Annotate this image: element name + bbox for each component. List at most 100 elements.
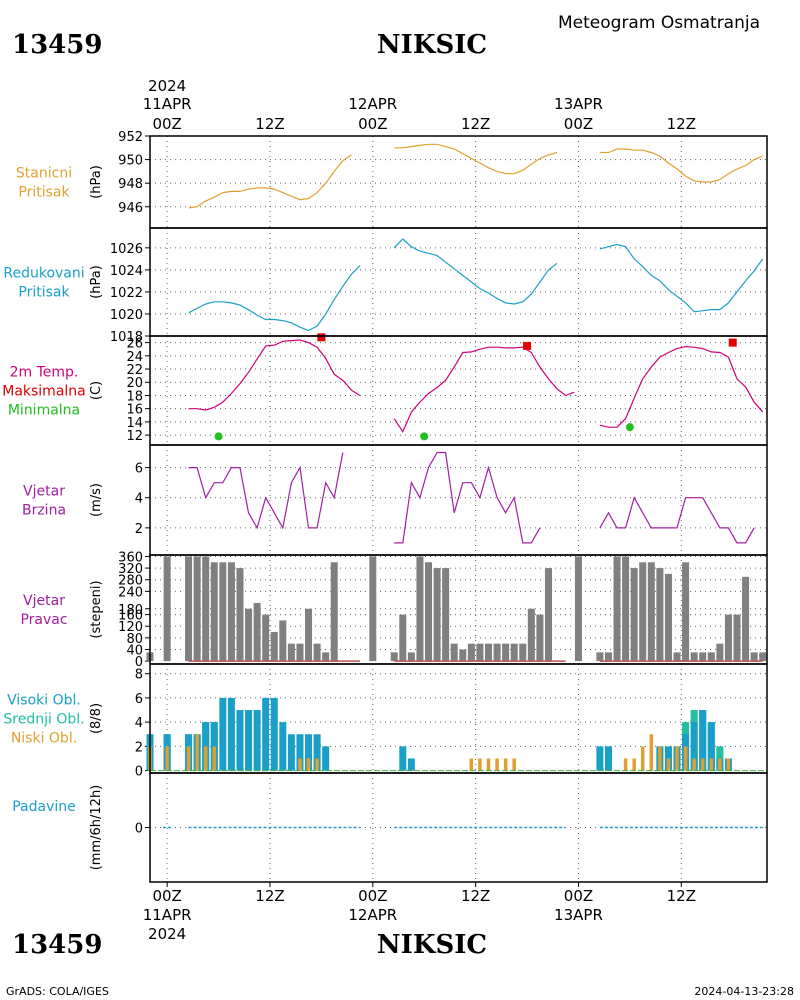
wind-direction-bar xyxy=(305,608,313,662)
panel-label: Padavine xyxy=(12,799,76,815)
wind-direction-bar xyxy=(724,614,732,662)
wind-direction-bar xyxy=(733,614,741,662)
wind-direction-bar xyxy=(639,562,647,662)
y-tick-label: 1024 xyxy=(110,264,143,279)
high-cloud-bar xyxy=(699,710,707,771)
y-tick-label: 320 xyxy=(118,562,143,577)
wind-direction-bar xyxy=(682,562,690,662)
wind-direction-bar xyxy=(219,562,227,662)
temperature-line xyxy=(393,346,575,434)
top-day-label: 12APR xyxy=(348,95,397,113)
wind-direction-bar xyxy=(690,652,698,662)
unit-label: (hPa) xyxy=(89,165,104,199)
y-tick-label: 0 xyxy=(135,655,143,670)
high-cloud-bar xyxy=(305,734,313,771)
wind-direction-bar xyxy=(202,556,210,662)
wind-direction-bar xyxy=(369,556,377,662)
min-temp-marker xyxy=(625,423,634,432)
wind-direction-bar xyxy=(673,652,681,662)
wind-direction-bar xyxy=(287,643,295,662)
wind-direction-bar xyxy=(236,568,244,662)
low-cloud-bar xyxy=(306,758,311,771)
bottom-hour-label: 00Z xyxy=(358,887,387,905)
top-year-label: 2024 xyxy=(148,77,186,95)
y-tick-label: 22 xyxy=(126,363,143,378)
y-tick-label: 360 xyxy=(118,550,143,565)
wind-direction-bar xyxy=(330,562,338,662)
min-temp-marker xyxy=(214,432,223,441)
wind-direction-bar xyxy=(750,652,758,662)
temperature-line xyxy=(599,345,764,428)
top-hour-label: 12Z xyxy=(461,115,490,133)
station-pressure-line xyxy=(599,148,763,183)
panel-frame xyxy=(149,335,768,446)
bottom-hour-label: 12Z xyxy=(667,887,696,905)
wind-direction-bar xyxy=(759,652,767,662)
y-tick-label: 12 xyxy=(126,429,143,444)
high-cloud-bar xyxy=(219,697,227,771)
panel-label: Pritisak xyxy=(18,185,70,201)
wind-direction-bar xyxy=(664,573,672,662)
panel-label: Visoki Obl. xyxy=(7,693,81,709)
panel-frame xyxy=(149,227,768,337)
panel-frame xyxy=(149,772,768,883)
y-tick-label: 4 xyxy=(135,716,143,731)
y-tick-label: 950 xyxy=(118,154,143,169)
wind-direction-bar xyxy=(270,632,278,662)
wind-direction-bar xyxy=(613,556,621,662)
low-cloud-bar xyxy=(692,758,696,771)
y-tick-label: 160 xyxy=(118,609,143,624)
panel-frame xyxy=(149,444,768,556)
wind-direction-bar xyxy=(416,556,424,662)
high-cloud-bar xyxy=(287,734,295,771)
y-tick-label: 120 xyxy=(118,620,143,635)
min-temp-marker xyxy=(420,432,429,441)
y-tick-label: 4 xyxy=(135,492,143,507)
panel-label: Pravac xyxy=(20,612,67,628)
low-cloud-bar xyxy=(298,758,302,771)
low-cloud-bar xyxy=(675,746,679,771)
low-cloud-bar xyxy=(186,746,191,771)
top-hour-label: 00Z xyxy=(564,115,593,133)
panel-label: Stanicni xyxy=(16,166,72,182)
top-day-label: 13APR xyxy=(554,95,603,113)
high-cloud-bar xyxy=(262,697,270,771)
wind-direction-bar xyxy=(536,614,544,662)
bottom-hour-label: 00Z xyxy=(152,887,181,905)
low-cloud-bar xyxy=(478,758,482,771)
software-credit: GrADS: COLA/IGES xyxy=(6,985,109,998)
high-cloud-bar xyxy=(596,746,604,771)
wind-direction-bar xyxy=(459,649,467,662)
low-cloud-bar xyxy=(203,746,208,771)
high-cloud-bar xyxy=(253,710,261,771)
top-day-label: 11APR xyxy=(143,95,192,113)
y-tick-label: 14 xyxy=(126,416,143,431)
bottom-hour-label: 12Z xyxy=(461,887,490,905)
low-cloud-bar xyxy=(632,758,636,771)
bottom-hour-label: 00Z xyxy=(564,887,593,905)
wind-direction-bar xyxy=(716,643,724,662)
wind-direction-bar xyxy=(502,643,510,662)
wind-direction-bar xyxy=(527,608,535,662)
low-cloud-bar xyxy=(649,734,654,771)
panel-label: Brzina xyxy=(22,503,66,519)
low-cloud-bar xyxy=(486,758,491,771)
reduced-pressure-line xyxy=(599,243,764,313)
low-cloud-bar xyxy=(700,758,705,771)
y-tick-label: 26 xyxy=(126,337,143,352)
wind-direction-bar xyxy=(390,652,398,662)
low-cloud-bar xyxy=(495,758,499,771)
wind-direction-bar xyxy=(493,643,501,662)
footer-station-id: 13459 xyxy=(12,930,103,960)
y-tick-label: 948 xyxy=(118,177,143,192)
high-cloud-bar xyxy=(407,758,415,771)
low-cloud-bar xyxy=(469,758,474,771)
temperature-line xyxy=(188,339,361,411)
high-cloud-bar xyxy=(604,746,612,771)
unit-label: (mm/6h/12h) xyxy=(89,785,104,871)
panel-label: Srednji Obl. xyxy=(3,712,84,728)
high-cloud-bar xyxy=(707,722,715,771)
wind-speed-line xyxy=(188,452,344,530)
low-cloud-bar xyxy=(212,746,217,771)
